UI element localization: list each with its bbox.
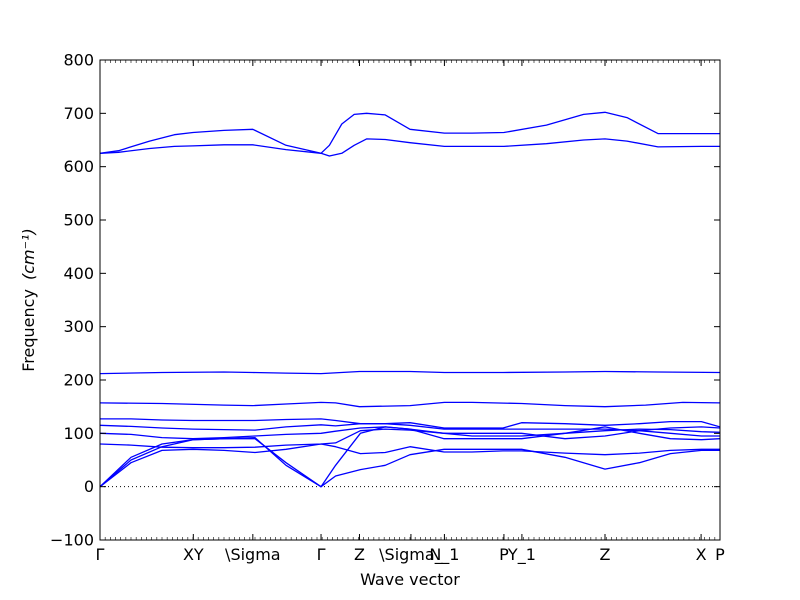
y-axis-label-unit: (cm⁻¹) <box>19 228 38 280</box>
band-line-10 <box>100 138 720 157</box>
plot-area <box>100 111 720 488</box>
y-axis: −100 0 100 200 300 400 500 600 700 800 <box>50 51 720 550</box>
band-line-1 <box>100 443 720 488</box>
band-line-8 <box>100 401 720 408</box>
x-tick-label: Z <box>354 545 365 564</box>
y-tick-label: 500 <box>63 211 94 230</box>
band-line-9 <box>100 370 720 375</box>
band-line-6 <box>100 423 720 437</box>
x-tick-label: \Sigma_ <box>379 545 444 565</box>
y-tick-label: 300 <box>63 317 94 336</box>
y-tick-label: 600 <box>63 157 94 176</box>
x-tick-label: Γ <box>96 545 105 564</box>
x-tick-label: XY <box>183 545 204 564</box>
y-axis-label-text: Frequency <box>19 289 38 372</box>
x-tick-label: N_1 <box>429 545 459 565</box>
x-tick-label: P <box>715 545 725 564</box>
y-tick-label: 100 <box>63 424 94 443</box>
x-tick-label: Γ <box>317 545 326 564</box>
y-tick-label: 700 <box>63 104 94 123</box>
x-tick-label: \Sigma <box>225 545 281 564</box>
x-tick-label: X <box>696 545 707 564</box>
band-line-5 <box>100 426 720 440</box>
band-line-7 <box>100 418 720 429</box>
y-tick-label: 0 <box>84 477 94 496</box>
y-tick-label: 400 <box>63 264 94 283</box>
y-axis-label: Frequency (cm⁻¹) <box>19 228 38 371</box>
x-axis: Γ XY \Sigma Γ Z \Sigma_N_1 P Y_1 Z X P <box>96 60 725 565</box>
y-tick-label: 800 <box>63 51 94 70</box>
x-axis-label: Wave vector <box>360 570 460 589</box>
x-tick-label: Z <box>600 545 611 564</box>
band-line-11 <box>100 111 720 154</box>
y-tick-label: 200 <box>63 371 94 390</box>
y-tick-label: −100 <box>50 531 94 550</box>
x-tick-label: P <box>499 545 509 564</box>
x-tick-label: Y_1 <box>507 545 536 565</box>
